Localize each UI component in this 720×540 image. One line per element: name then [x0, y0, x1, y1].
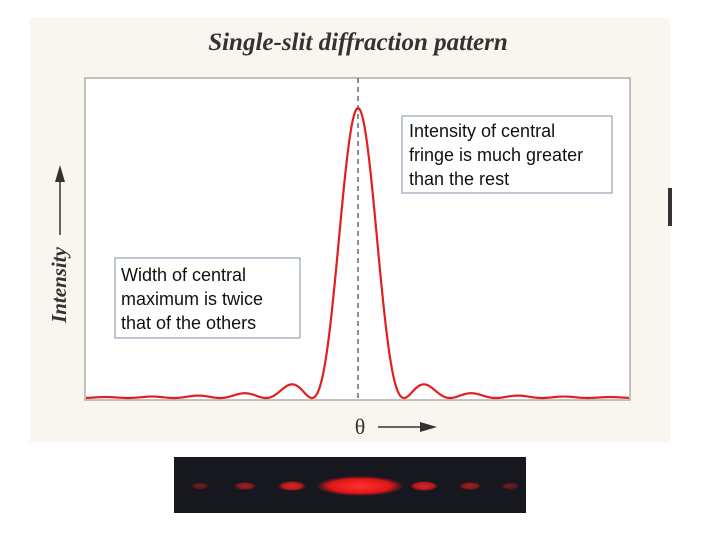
annotation-line: Width of central: [121, 265, 246, 285]
central-fringe: [316, 476, 404, 496]
y-axis-label-group: Intensity: [47, 165, 71, 324]
side-fringe: [234, 482, 256, 490]
side-fringe: [191, 482, 209, 490]
x-axis-label-group: θ: [355, 414, 437, 439]
annotation-line: that of the others: [121, 313, 256, 333]
side-fringe: [278, 481, 306, 491]
fringe-photo: [174, 457, 526, 513]
x-arrow-head: [420, 422, 437, 432]
side-fringe: [459, 482, 481, 490]
y-axis-label: Intensity: [47, 246, 71, 324]
annotation-line: than the rest: [409, 169, 509, 189]
intensity-curve: [85, 106, 630, 400]
annotation-box: [401, 115, 613, 194]
x-axis-label: θ: [355, 414, 366, 439]
title: Single-slit diffraction pattern: [208, 29, 508, 56]
annotation-line: maximum is twice: [121, 289, 263, 309]
annotation-box: [114, 257, 301, 339]
side-fringe: [410, 481, 438, 491]
side-fringe: [501, 482, 519, 490]
annotation-line: fringe is much greater: [409, 145, 583, 165]
annotation-line: Intensity of central: [409, 121, 555, 141]
y-arrow-head: [55, 165, 65, 182]
edge-mark: [668, 188, 672, 226]
